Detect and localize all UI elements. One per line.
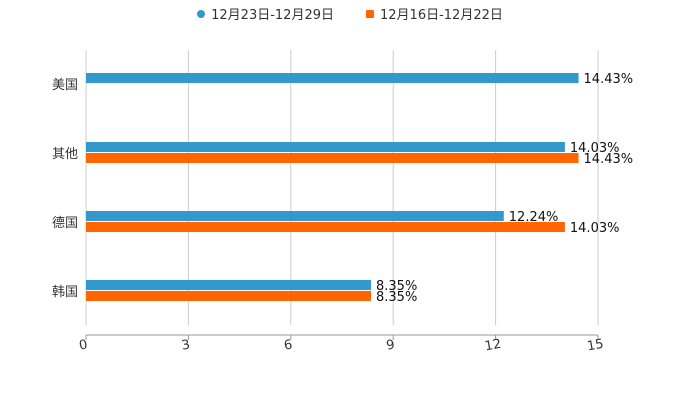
legend-label: 12月16日-12月22日 <box>380 8 503 23</box>
bar-1 <box>86 280 372 290</box>
bar-2 <box>86 291 372 301</box>
bar-2 <box>86 153 579 163</box>
x-tick-label: 6 <box>283 337 294 353</box>
legend-label: 12月23日-12月29日 <box>211 8 334 23</box>
legend-item-series-1[interactable]: 12月23日-12月29日 <box>197 4 334 23</box>
x-tick-label: 0 <box>78 337 89 353</box>
bar-1 <box>86 142 565 152</box>
data-label: 14.03% <box>570 141 620 156</box>
y-category-label: 美国 <box>52 78 78 93</box>
legend-square-icon <box>366 9 374 18</box>
y-category-label: 德国 <box>52 216 78 231</box>
data-label: 14.43% <box>584 72 634 87</box>
x-tick-label: 12 <box>484 337 503 355</box>
y-category-label: 韩国 <box>52 285 78 300</box>
x-tick-label: 15 <box>586 337 605 355</box>
legend-circle-icon <box>197 9 206 18</box>
legend: 12月23日-12月29日 12月16日-12月22日 <box>0 4 700 23</box>
legend-item-series-2[interactable]: 12月16日-12月22日 <box>366 4 503 23</box>
data-label: 14.03% <box>570 221 620 236</box>
data-label: 12.24% <box>509 210 559 225</box>
bar-1 <box>86 73 579 83</box>
data-label: 8.35% <box>376 279 417 294</box>
x-tick-label: 9 <box>385 337 396 353</box>
y-category-label: 其他 <box>52 147 78 162</box>
data-label: 14.43% <box>584 152 634 167</box>
bar-2 <box>86 222 565 232</box>
data-label: 8.35% <box>376 290 417 305</box>
bar-1 <box>86 211 504 221</box>
x-tick-label: 3 <box>180 337 191 353</box>
